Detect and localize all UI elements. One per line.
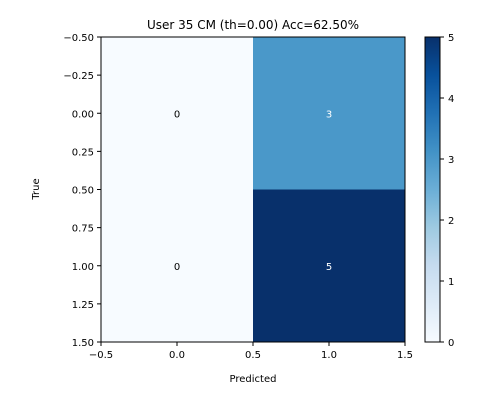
colorbar-ticks: 0 1 2 3 4 5 <box>440 33 454 349</box>
y-tick-label: 1.00 <box>72 262 94 273</box>
x-tick-label: 0.0 <box>169 350 185 361</box>
cell-value-label-r1-c0: 0 <box>174 262 180 273</box>
colorbar-tick-label: 3 <box>448 155 454 166</box>
y-tick-label: 0.50 <box>72 186 94 197</box>
y-axis-label: True <box>31 178 42 200</box>
x-tick-label: 0.5 <box>245 350 261 361</box>
y-tick-label: −0.25 <box>63 71 94 82</box>
y-tick-label: 0.75 <box>72 224 94 235</box>
chart-title: User 35 CM (th=0.00) Acc=62.50% <box>147 18 359 32</box>
colorbar-tick-label: 1 <box>448 277 454 288</box>
y-tick-label: 1.50 <box>72 338 94 349</box>
colorbar-tick-label: 4 <box>448 94 454 105</box>
colorbar <box>424 36 441 343</box>
x-tick-label: 1.5 <box>397 350 413 361</box>
heatmap-cell-r1-c0 <box>101 189 253 342</box>
x-tick-label: −0.5 <box>89 350 113 361</box>
cell-value-label-r0-c0: 0 <box>174 109 180 120</box>
cell-value-label-r0-c1: 3 <box>326 109 332 120</box>
y-axis: −0.50 −0.25 0.00 0.25 0.50 0.75 1.00 1.25 1.50 <box>63 33 101 349</box>
y-tick-label: 0.00 <box>72 109 94 120</box>
heatmap-cell-r1-c1 <box>253 189 405 342</box>
y-tick-label: −0.50 <box>63 33 94 44</box>
colorbar-tick-label: 0 <box>448 338 454 349</box>
y-tick-label: 0.25 <box>72 147 94 158</box>
x-tick-label: 1.0 <box>321 350 337 361</box>
x-axis: −0.5 0.0 0.5 1.0 1.5 <box>89 342 413 361</box>
colorbar-tick-label: 5 <box>448 33 454 44</box>
y-tick-label: 1.25 <box>72 300 94 311</box>
x-axis-label: Predicted <box>230 374 277 385</box>
heatmap-cell-labels: 0 3 0 5 <box>174 109 332 273</box>
heatmap-cells <box>101 37 405 342</box>
cell-value-label-r1-c1: 5 <box>326 262 332 273</box>
heatmap-cell-r0-c0 <box>101 37 253 190</box>
heatmap-cell-r0-c1 <box>253 37 405 190</box>
colorbar-tick-label: 2 <box>448 216 454 227</box>
